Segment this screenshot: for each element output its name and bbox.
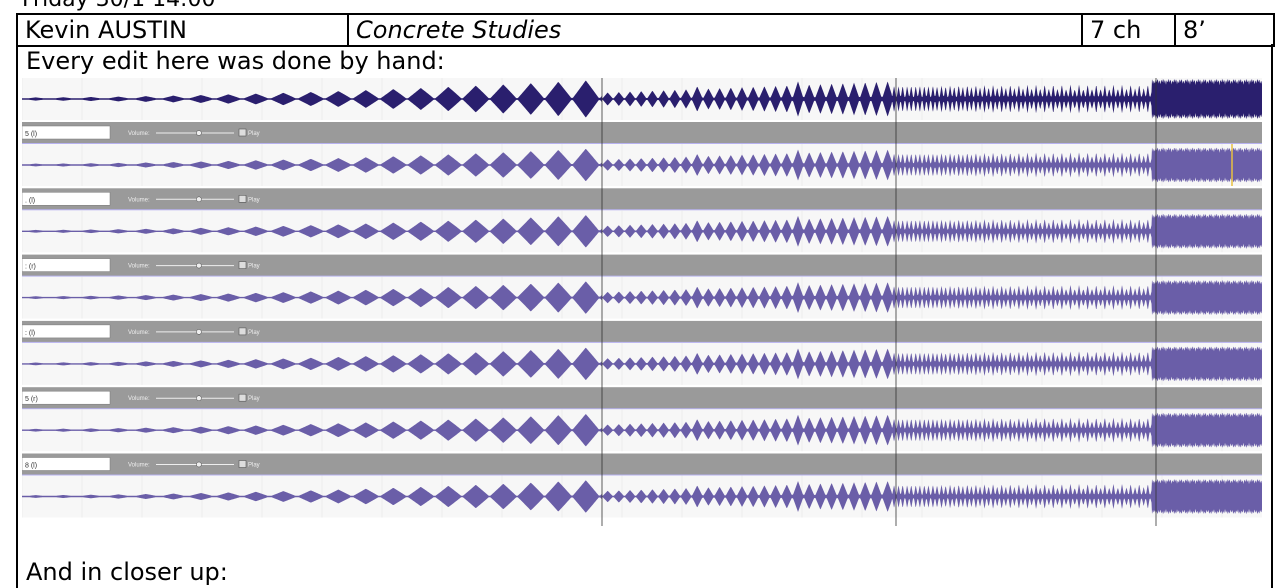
duration-cell: 8’ — [1174, 13, 1275, 47]
track-name-field[interactable] — [22, 457, 111, 471]
track-name-field[interactable] — [22, 258, 111, 272]
track-name-label: 5 (r) — [25, 396, 38, 403]
track-header-bar — [22, 453, 1262, 476]
play-label: Play — [248, 131, 260, 137]
play-checkbox[interactable] — [238, 261, 247, 269]
top-line: Friday 30/1 14:00 — [22, 0, 215, 13]
track-name-field[interactable] — [22, 324, 111, 339]
volume-label: Volume: — [128, 264, 150, 270]
play-checkbox[interactable] — [238, 128, 247, 137]
waveform — [22, 147, 1262, 183]
track-name-field[interactable] — [22, 390, 111, 405]
waveform — [22, 479, 1262, 514]
piece-header-table: Kevin AUSTIN Concrete Studies 7 ch 8’ — [16, 13, 1275, 47]
play-label: Play — [248, 264, 260, 270]
caption-text: Every edit here was done by hand: — [26, 47, 445, 75]
volume-label: Volume: — [128, 330, 150, 336]
track-name-label: . (l) — [25, 197, 35, 204]
volume-label: Volume: — [128, 131, 150, 137]
volume-slider-knob[interactable] — [196, 329, 202, 335]
volume-label: Volume: — [128, 396, 150, 402]
track-header-bar — [22, 387, 1262, 410]
play-checkbox[interactable] — [238, 460, 247, 468]
play-label: Play — [248, 330, 260, 336]
volume-label: Volume: — [128, 197, 150, 203]
play-label: Play — [248, 396, 260, 402]
volume-slider-knob[interactable] — [196, 196, 202, 203]
multitrack-editor-screenshot: 5 (l) Volume: Play . (l) Volume: Play : (r) Vol… — [22, 78, 1262, 526]
title-cell: Concrete Studies — [347, 13, 1083, 47]
volume-slider-knob[interactable] — [196, 262, 202, 269]
track-name-label: 5 (l) — [25, 131, 37, 138]
track-name-label: : (l) — [25, 330, 35, 337]
waveform — [22, 346, 1262, 382]
waveform — [22, 79, 1262, 119]
track-header-bar — [22, 122, 1262, 144]
track-name-field[interactable] — [22, 125, 111, 140]
track-name-label: 8 (l) — [25, 463, 37, 470]
track-header-bar — [22, 320, 1262, 343]
track-name-field[interactable] — [22, 192, 111, 206]
track-header-bar — [22, 254, 1262, 277]
composer-cell: Kevin AUSTIN — [16, 13, 349, 47]
play-label: Play — [248, 463, 260, 469]
closer-caption: And in closer up: — [26, 558, 228, 586]
volume-slider-knob[interactable] — [196, 461, 202, 468]
play-checkbox[interactable] — [238, 195, 247, 203]
waveform — [22, 213, 1262, 249]
track-name-label: : (r) — [25, 264, 36, 271]
play-checkbox[interactable] — [238, 393, 247, 402]
content-panel: Every edit here was done by hand: 5 (l) V… — [16, 44, 1273, 588]
play-label: Play — [248, 197, 260, 203]
volume-slider-knob[interactable] — [196, 395, 202, 401]
channels-cell: 7 ch — [1081, 13, 1176, 47]
track-header-bar — [22, 188, 1262, 211]
play-checkbox[interactable] — [238, 327, 247, 336]
volume-slider-knob[interactable] — [196, 130, 202, 136]
waveform — [22, 412, 1262, 448]
waveform — [22, 280, 1262, 315]
volume-label: Volume: — [128, 463, 150, 469]
